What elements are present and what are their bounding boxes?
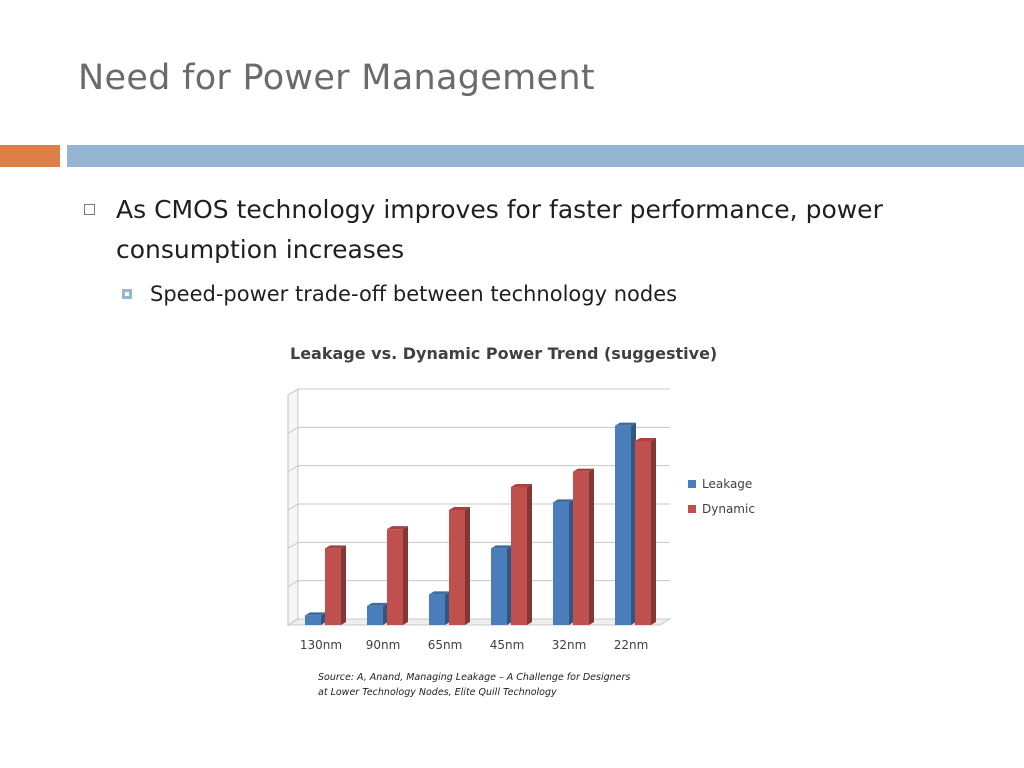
square-bullet-icon xyxy=(84,204,95,215)
bar-leakage xyxy=(553,502,569,625)
bar-top xyxy=(511,484,532,487)
chart-title: Leakage vs. Dynamic Power Trend (suggest… xyxy=(290,344,718,363)
gridline xyxy=(287,580,670,588)
source-citation: Source: A, Anand, Managing Leakage – A C… xyxy=(318,670,678,700)
gridline xyxy=(287,618,670,626)
bar-top xyxy=(553,499,574,503)
sub-bullet-text: Speed-power trade-off between technology… xyxy=(150,282,678,306)
bar-leakage xyxy=(491,548,507,625)
gridline xyxy=(287,426,670,434)
square-sub-bullet-icon xyxy=(122,289,132,299)
legend-swatch xyxy=(688,480,696,488)
bar-side xyxy=(569,499,574,625)
bar-top xyxy=(325,545,346,549)
bar-dynamic xyxy=(325,548,341,625)
source-line: Source: A, Anand, Managing Leakage – A C… xyxy=(318,672,631,683)
title-rule-bar xyxy=(67,145,1024,167)
bar-leakage xyxy=(367,605,383,625)
legend-label: Leakage xyxy=(702,477,752,491)
bullet-text: As CMOS technology improves for faster p… xyxy=(116,195,883,264)
bar-leakage xyxy=(305,615,321,625)
x-tick-label: 22nm xyxy=(614,638,649,652)
bar-top xyxy=(429,591,450,595)
bar-side xyxy=(321,612,326,625)
bar-side xyxy=(445,591,450,625)
bar-leakage xyxy=(429,594,445,625)
bar-leakage xyxy=(615,425,631,625)
bar-top xyxy=(367,602,388,606)
bar-top xyxy=(615,422,636,426)
bar-dynamic xyxy=(387,529,403,625)
x-tick-label: 32nm xyxy=(552,638,587,652)
source-line: at Lower Technology Nodes, Elite Quill T… xyxy=(318,687,557,698)
bar-side xyxy=(507,545,512,625)
bar-top xyxy=(387,526,408,530)
bar-top xyxy=(573,468,594,472)
bar-side xyxy=(465,507,470,625)
bar-side xyxy=(403,526,408,625)
bar-top xyxy=(635,438,656,441)
legend-label: Dynamic xyxy=(702,502,755,516)
slide-title: Need for Power Management xyxy=(78,58,595,98)
bar-dynamic xyxy=(449,510,465,625)
bar-side xyxy=(651,438,656,625)
bar-dynamic xyxy=(573,471,589,625)
gridline xyxy=(287,541,670,549)
bar-top xyxy=(491,545,512,549)
bar-side xyxy=(631,422,636,625)
gridline xyxy=(287,388,670,396)
bar-side xyxy=(341,545,346,625)
bar-top xyxy=(305,612,326,616)
bar-chart: 130nm 90nm 65nm 45nm 32nm 22nm Leakage Dynamic xyxy=(286,388,755,652)
bar-top xyxy=(449,507,470,510)
bar-dynamic xyxy=(511,487,527,625)
bar-side xyxy=(527,484,532,625)
legend-swatch xyxy=(688,505,696,513)
title-rule-accent xyxy=(0,145,60,167)
x-tick-label: 130nm xyxy=(300,638,342,652)
bar-dynamic xyxy=(635,441,651,625)
x-tick-label: 65nm xyxy=(428,638,463,652)
bar-side xyxy=(589,468,594,625)
x-tick-label: 90nm xyxy=(366,638,401,652)
gridline xyxy=(287,503,670,511)
bar-side xyxy=(383,602,388,625)
gridline xyxy=(287,465,670,473)
x-tick-label: 45nm xyxy=(490,638,525,652)
